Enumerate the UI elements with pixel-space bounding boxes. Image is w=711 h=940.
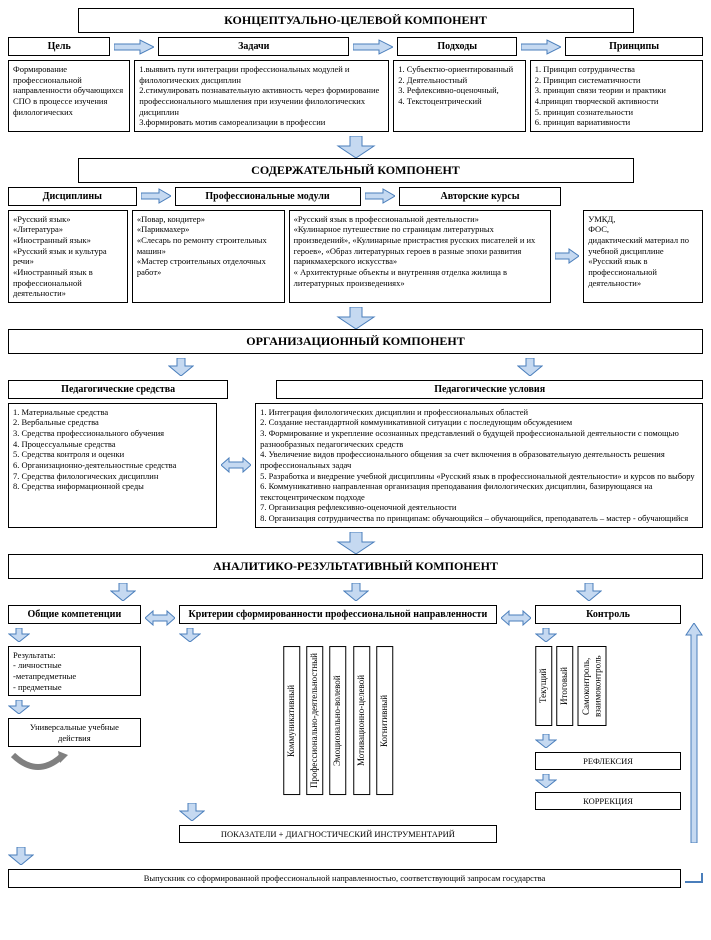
c1-h3: Подходы bbox=[397, 37, 517, 56]
arrow-right-icon bbox=[555, 210, 579, 303]
crit-3: Эмоционально-волевой bbox=[329, 646, 346, 795]
arrow-right-icon bbox=[114, 37, 154, 56]
final-box: Выпускник со сформированной профессионал… bbox=[8, 869, 681, 888]
c2-h3: Авторские курсы bbox=[399, 187, 562, 206]
c2-box-materials: УМКД, ФОС, дидактический материал по уче… bbox=[583, 210, 703, 303]
c4-h3: Контроль bbox=[535, 605, 681, 624]
final-row: Выпускник со сформированной профессионал… bbox=[8, 869, 703, 888]
arrow-down-icon bbox=[179, 803, 497, 821]
arrow-bi-icon bbox=[501, 605, 531, 627]
c1-box-tasks: 1.выявить пути интеграции профессиональн… bbox=[134, 60, 389, 132]
arrow-right-icon bbox=[353, 37, 393, 56]
arrow-down-icon bbox=[168, 358, 194, 376]
arrow-down-icon bbox=[517, 358, 543, 376]
c1-headers-row: Цель Задачи Подходы Принципы bbox=[8, 37, 703, 56]
arrow-up-feedback-icon bbox=[685, 605, 703, 844]
c3-h2: Педагогические условия bbox=[276, 380, 703, 399]
arrow-down-icon bbox=[179, 628, 497, 642]
arrow-down-icon bbox=[8, 700, 141, 714]
c2-box-disciplines: «Русский язык» «Литература» «Иностранный… bbox=[8, 210, 128, 303]
crit-2: Профессионально-деятельностный bbox=[306, 646, 323, 795]
arrow-down-icon bbox=[343, 583, 369, 601]
c3-arrow-row bbox=[8, 358, 703, 376]
c4-h2: Критерии сформированности профессиональн… bbox=[179, 605, 497, 624]
c2-box-modules: «Повар, кондитер» «Парикмахер» «Слесарь … bbox=[132, 210, 285, 303]
c3-headers-row: Педагогические средства Педагогические у… bbox=[8, 380, 703, 399]
c1-h1: Цель bbox=[8, 37, 110, 56]
c2-headers-row: Дисциплины Профессиональные модули Автор… bbox=[8, 187, 703, 206]
c1-box-principles: 1. Принцип сотрудничества 2. Принцип сис… bbox=[530, 60, 703, 132]
indicators-box: ПОКАЗАТЕЛИ + ДИАГНОСТИЧЕСКИЙ ИНСТРУМЕНТА… bbox=[179, 825, 497, 844]
connector-right bbox=[685, 873, 703, 883]
arrow-down-icon bbox=[576, 583, 602, 601]
arrow-down-icon bbox=[535, 628, 681, 642]
c3-boxes-row: 1. Материальные средства 2. Вербальные с… bbox=[8, 403, 703, 528]
component3-title: ОРГАНИЗАЦИОННЫЙ КОМПОНЕНТ bbox=[8, 329, 703, 354]
ctrl-1: Текущий bbox=[535, 646, 552, 726]
correct-box: КОРРЕКЦИЯ bbox=[535, 792, 681, 810]
arrow-down-icon bbox=[8, 532, 703, 554]
arrow-right-icon bbox=[365, 187, 395, 206]
c4-main-row: Общие компетенции Результаты: - личностн… bbox=[8, 605, 703, 844]
c4-uud-box: Универсальные учебные действия bbox=[8, 718, 141, 747]
arrow-down-icon bbox=[8, 307, 703, 329]
arrow-bi-icon bbox=[145, 605, 175, 627]
c4-arrow-row bbox=[8, 583, 703, 601]
c3-box-means: 1. Материальные средства 2. Вербальные с… bbox=[8, 403, 217, 528]
arrow-right-icon bbox=[141, 187, 171, 206]
component1-title: КОНЦЕПТУАЛЬНО-ЦЕЛЕВОЙ КОМПОНЕНТ bbox=[78, 8, 634, 33]
arrow-down-icon bbox=[110, 583, 136, 601]
reflex-box: РЕФЛЕКСИЯ bbox=[535, 752, 681, 770]
c3-h1: Педагогические средства bbox=[8, 380, 228, 399]
c4-results-box: Результаты: - личностные -метапредметные… bbox=[8, 646, 141, 697]
c1-boxes-row: Формирование профессиональной направленн… bbox=[8, 60, 703, 132]
c1-h4: Принципы bbox=[565, 37, 703, 56]
arrow-bi-icon bbox=[221, 403, 251, 528]
crit-5: Когнитивный bbox=[376, 646, 393, 795]
ctrl-2: Итоговый bbox=[556, 646, 573, 726]
c3-box-conditions: 1. Интеграция филологических дисциплин и… bbox=[255, 403, 703, 528]
c2-h2: Профессиональные модули bbox=[175, 187, 361, 206]
c4-h1: Общие компетенции bbox=[8, 605, 141, 624]
c2-h1: Дисциплины bbox=[8, 187, 137, 206]
arrow-down-icon bbox=[8, 136, 703, 158]
arrow-down-icon bbox=[535, 734, 681, 748]
c2-box-courses: «Русский язык в профессиональной деятель… bbox=[289, 210, 552, 303]
c2-boxes-row: «Русский язык» «Литература» «Иностранный… bbox=[8, 210, 703, 303]
arrow-down-icon bbox=[8, 847, 703, 865]
ctrl-3: Самоконтроль, взаимоконтроль bbox=[578, 646, 607, 726]
arrow-down-icon bbox=[8, 628, 141, 642]
arrow-right-icon bbox=[521, 37, 561, 56]
crit-1: Коммуникативный bbox=[283, 646, 300, 795]
crit-4: Мотивационно-целевой bbox=[353, 646, 370, 795]
curve-arrow-icon bbox=[8, 751, 141, 775]
c1-box-approaches: 1. Субъектно-ориентированный 2. Деятельн… bbox=[393, 60, 525, 132]
c1-box-goal: Формирование профессиональной направленн… bbox=[8, 60, 130, 132]
component4-title: АНАЛИТИКО-РЕЗУЛЬТАТИВНЫЙ КОМПОНЕНТ bbox=[8, 554, 703, 579]
component2-title: СОДЕРЖАТЕЛЬНЫЙ КОМПОНЕНТ bbox=[78, 158, 634, 183]
c1-h2: Задачи bbox=[158, 37, 349, 56]
arrow-down-icon bbox=[535, 774, 681, 788]
